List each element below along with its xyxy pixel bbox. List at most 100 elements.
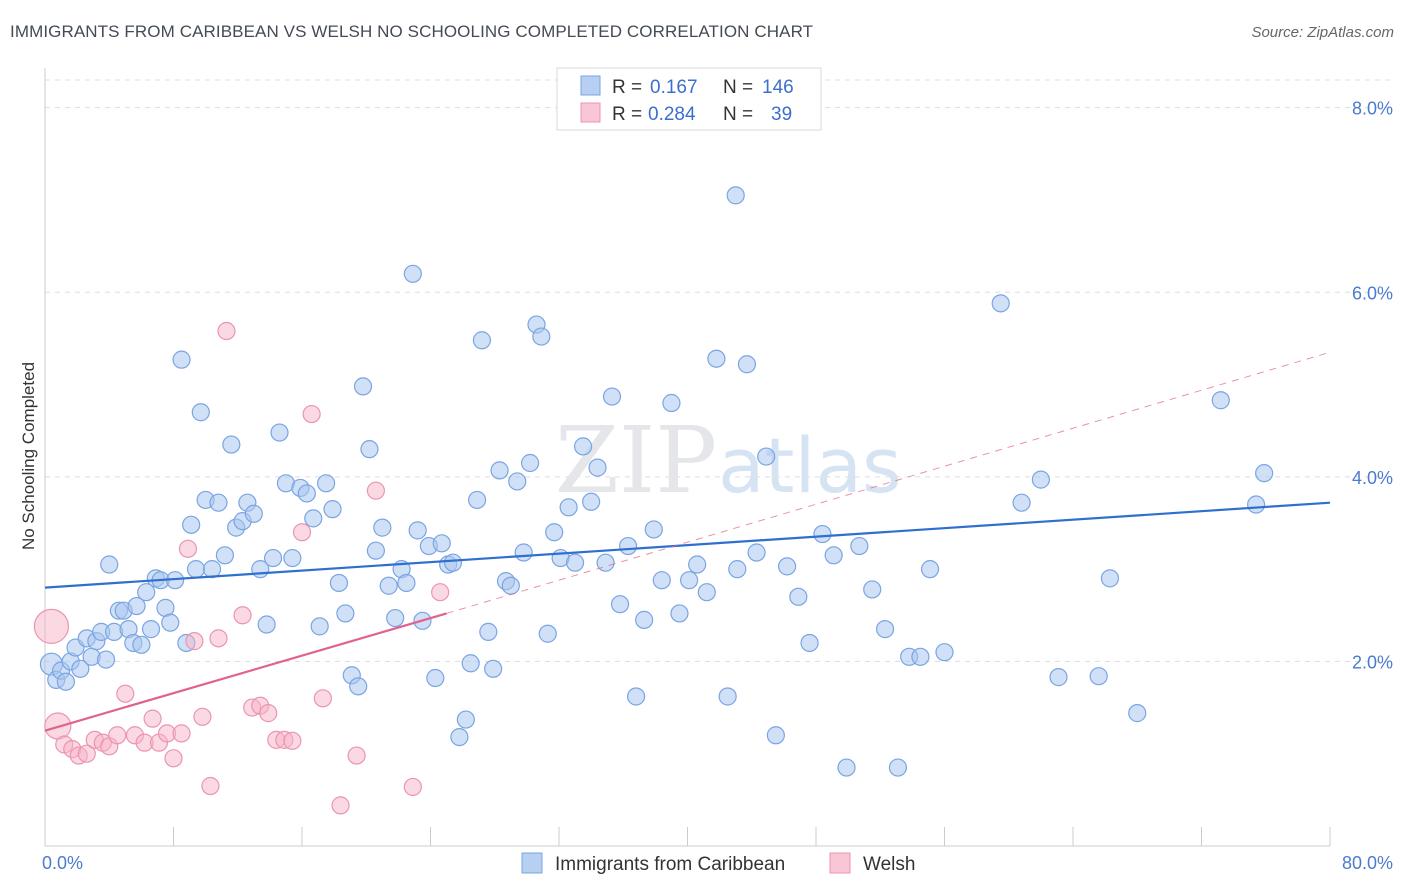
data-point-caribbean — [127, 596, 146, 616]
data-point-caribbean — [565, 553, 585, 572]
data-point-caribbean — [304, 509, 323, 528]
data-point-welsh — [193, 707, 212, 726]
data-point-caribbean — [644, 520, 663, 539]
data-point-caribbean — [501, 576, 520, 595]
data-point-caribbean — [270, 423, 289, 442]
data-point-caribbean — [777, 557, 797, 576]
data-point-caribbean — [403, 264, 422, 283]
data-point-welsh — [164, 749, 183, 768]
x-tick-labels: 0.0% 80.0% — [42, 853, 1393, 873]
data-point-caribbean — [191, 403, 210, 422]
data-point-caribbean — [1255, 464, 1274, 483]
data-point-caribbean — [408, 521, 427, 540]
data-point-caribbean — [1100, 569, 1120, 588]
data-point-caribbean — [297, 484, 316, 503]
legend-n-label: N = — [723, 77, 753, 98]
legend-r-label: R = — [612, 77, 642, 98]
data-point-caribbean — [360, 440, 379, 459]
data-point-caribbean — [71, 659, 90, 678]
data-point-caribbean — [850, 536, 869, 556]
legend-n-value: 146 — [762, 77, 794, 98]
data-point-welsh — [403, 777, 422, 797]
data-point-caribbean — [626, 687, 646, 706]
data-point-caribbean — [100, 555, 119, 574]
data-point-caribbean — [172, 350, 191, 369]
data-point-caribbean — [596, 553, 615, 572]
series-welsh-points — [33, 321, 450, 815]
x-tick-label: 80.0% — [1342, 853, 1393, 873]
data-point-caribbean — [215, 546, 234, 565]
chart-title: IMMIGRANTS FROM CARIBBEAN VS WELSH NO SC… — [10, 22, 814, 41]
data-point-caribbean — [263, 548, 283, 568]
data-point-caribbean — [911, 647, 930, 666]
data-point-welsh — [77, 744, 96, 763]
trend-line-welsh-extension — [446, 351, 1331, 614]
legend-r-value: 0.167 — [650, 77, 698, 98]
legend-n-value: 39 — [771, 104, 792, 125]
data-point-caribbean — [610, 595, 630, 614]
data-point-caribbean — [588, 458, 607, 477]
y-tick-label: 2.0% — [1352, 652, 1393, 672]
y-tick-label: 4.0% — [1352, 468, 1393, 488]
data-point-caribbean — [545, 523, 564, 542]
data-point-caribbean — [257, 615, 276, 634]
legend-r-label: R = — [612, 104, 642, 125]
data-point-caribbean — [182, 515, 201, 534]
data-point-caribbean — [397, 573, 416, 593]
data-point-welsh — [178, 539, 198, 558]
watermark-zip: ZIP — [555, 407, 717, 514]
data-point-caribbean — [379, 576, 398, 595]
data-point-caribbean — [386, 608, 405, 628]
data-point-caribbean — [697, 583, 716, 602]
trend-line-caribbean — [44, 501, 1331, 589]
data-point-caribbean — [450, 727, 469, 747]
data-point-caribbean — [426, 668, 445, 688]
data-point-caribbean — [283, 548, 302, 568]
data-point-welsh — [347, 746, 366, 765]
data-point-welsh — [172, 724, 191, 743]
data-point-caribbean — [467, 490, 487, 510]
data-point-welsh — [233, 606, 252, 625]
data-point-caribbean — [824, 546, 843, 565]
data-point-caribbean — [800, 633, 819, 653]
data-point-caribbean — [1247, 495, 1266, 514]
legend-swatch-blue — [580, 75, 601, 96]
data-point-caribbean — [888, 758, 908, 777]
data-point-caribbean — [244, 504, 263, 523]
data-point-caribbean — [635, 610, 654, 629]
legend-item-caribbean: Immigrants from Caribbean — [555, 854, 785, 875]
data-point-caribbean — [662, 393, 681, 413]
data-point-welsh — [209, 629, 228, 648]
data-point-caribbean — [222, 435, 241, 454]
y-tick-label: 6.0% — [1352, 283, 1393, 303]
data-point-caribbean — [349, 677, 368, 696]
data-point-welsh — [143, 709, 162, 728]
trend-line-welsh — [44, 612, 447, 732]
data-point-caribbean — [757, 447, 776, 466]
data-point-caribbean — [316, 474, 336, 493]
data-point-caribbean — [582, 492, 601, 511]
data-point-caribbean — [1211, 391, 1230, 410]
data-point-welsh — [259, 704, 278, 723]
data-point-welsh — [116, 684, 135, 703]
legend-swatch-blue — [521, 852, 543, 874]
source-credit: Source: ZipAtlas.com — [1251, 24, 1394, 41]
data-point-caribbean — [366, 541, 385, 560]
data-point-caribbean — [508, 472, 527, 491]
data-point-caribbean — [1012, 493, 1031, 512]
data-point-caribbean — [573, 437, 593, 456]
data-point-caribbean — [875, 620, 895, 639]
legend-item-welsh: Welsh — [863, 854, 915, 875]
data-point-caribbean — [991, 294, 1010, 313]
data-point-caribbean — [652, 571, 671, 590]
data-point-welsh — [431, 583, 450, 602]
data-point-caribbean — [935, 643, 954, 662]
data-point-caribbean — [336, 604, 355, 623]
data-point-caribbean — [472, 331, 491, 350]
legend-n-label: N = — [723, 104, 753, 125]
y-axis-label: No Schooling Completed — [19, 362, 38, 550]
y-tick-label: 8.0% — [1352, 99, 1393, 119]
data-point-caribbean — [329, 573, 349, 593]
data-point-welsh — [366, 481, 385, 500]
data-point-caribbean — [813, 524, 832, 544]
